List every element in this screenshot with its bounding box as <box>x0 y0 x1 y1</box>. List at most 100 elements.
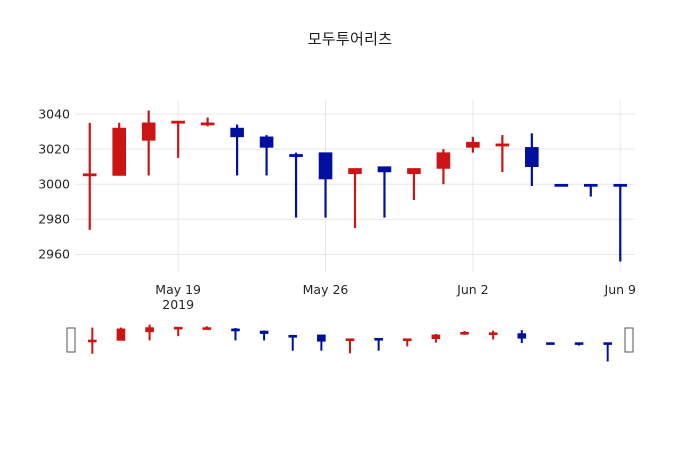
candlestick[interactable] <box>145 324 154 341</box>
candlestick[interactable] <box>289 152 303 218</box>
candlestick[interactable] <box>402 338 412 347</box>
candle-body <box>88 339 97 343</box>
y-tick-label: 2980 <box>38 211 70 227</box>
candlestick[interactable] <box>488 330 498 340</box>
candle-body <box>112 127 127 176</box>
candle-body <box>116 328 126 341</box>
candlestick[interactable] <box>112 122 127 176</box>
candle-body <box>374 337 383 341</box>
candlestick[interactable] <box>583 183 598 197</box>
candlestick[interactable] <box>348 168 362 229</box>
candle-body <box>145 327 154 333</box>
candlestick[interactable] <box>460 331 469 335</box>
candlestick[interactable] <box>603 342 612 362</box>
candle-body <box>603 342 612 345</box>
x-tick-label: Jun 9 <box>605 282 636 297</box>
candlestick[interactable] <box>82 122 97 230</box>
x-tick-label: May 26 <box>303 282 349 297</box>
x-tick-label: May 19 2019 <box>155 282 201 312</box>
x-tick-label-year: 2019 <box>162 297 195 312</box>
candlestick[interactable] <box>317 334 326 351</box>
range-end-handle[interactable] <box>624 327 634 353</box>
candle-body <box>141 122 156 141</box>
candle-body <box>173 326 183 330</box>
candle-body <box>460 331 469 335</box>
candlestick[interactable] <box>200 117 215 127</box>
candle-body <box>488 332 498 336</box>
candle-body <box>546 342 555 345</box>
candlestick[interactable] <box>377 166 392 218</box>
candle-body <box>202 327 212 330</box>
candle-body <box>259 136 274 148</box>
candle-body <box>407 168 421 175</box>
y-tick-label: 3000 <box>38 176 70 192</box>
candle-body <box>613 183 628 187</box>
range-handle-grip <box>66 327 76 353</box>
candle-body <box>289 154 303 157</box>
range-selector[interactable] <box>65 322 635 364</box>
x-tick-label: Jun 2 <box>457 282 488 297</box>
candlestick[interactable] <box>231 328 240 341</box>
candlestick[interactable] <box>345 338 355 354</box>
candle-body <box>171 120 185 124</box>
candle-body <box>200 122 215 126</box>
candlestick[interactable] <box>517 330 527 343</box>
candle-body <box>402 338 412 342</box>
candlestick[interactable] <box>171 120 185 158</box>
candlestick[interactable] <box>574 342 584 346</box>
candlestick[interactable] <box>374 337 383 351</box>
page-title: 모두투어리츠 <box>307 30 393 48</box>
candle-body <box>345 338 355 342</box>
x-tick-label-primary: Jun 9 <box>604 282 636 297</box>
candle-body <box>231 328 240 332</box>
candlestick[interactable] <box>116 327 126 341</box>
candlestick[interactable] <box>466 136 480 153</box>
candle-body <box>574 342 584 345</box>
range-start-handle[interactable] <box>66 327 76 353</box>
candle-body <box>495 143 510 147</box>
candlestick[interactable] <box>436 149 451 185</box>
candlestick[interactable] <box>202 326 212 330</box>
candle-body <box>554 183 569 187</box>
candlestick[interactable] <box>173 326 183 337</box>
y-axis: 2960 2980 3000 3020 3040 <box>0 100 70 272</box>
x-tick-label-primary: May 26 <box>302 282 349 297</box>
range-selector-svg <box>66 324 634 362</box>
candlestick[interactable] <box>554 183 569 187</box>
candle-body <box>436 152 451 169</box>
main-plot-svg <box>75 100 635 272</box>
y-tick-label: 3020 <box>38 141 70 157</box>
candlestick[interactable] <box>141 110 156 176</box>
candlestick[interactable] <box>546 342 555 345</box>
y-tick-label: 2960 <box>38 246 70 262</box>
range-handle-grip <box>624 327 634 353</box>
candle-body <box>259 330 269 334</box>
x-tick-label-primary: Jun 2 <box>457 282 489 297</box>
candle-body <box>583 183 598 187</box>
candlestick[interactable] <box>259 135 274 176</box>
candle-body <box>431 334 441 340</box>
candlestick[interactable] <box>230 124 244 176</box>
candle-body <box>517 333 527 339</box>
candle-body <box>348 168 362 175</box>
candle-body <box>288 334 298 338</box>
candle-body <box>525 147 539 167</box>
candlestick[interactable] <box>88 327 97 354</box>
x-tick-label-primary: May 19 <box>155 282 202 297</box>
candlestick[interactable] <box>431 334 441 343</box>
candle-body <box>82 173 97 177</box>
y-tick-label: 3040 <box>38 106 70 122</box>
candle-body <box>466 141 480 148</box>
candlestick[interactable] <box>613 183 628 262</box>
candlestick[interactable] <box>495 135 510 172</box>
x-axis: May 19 2019 May 26 Jun 2 Jun 9 <box>75 276 636 314</box>
main-price-plot[interactable] <box>75 100 635 272</box>
candlestick[interactable] <box>288 334 298 351</box>
candle-body <box>230 127 244 138</box>
candlestick[interactable] <box>259 330 269 341</box>
candlestick[interactable] <box>318 152 333 218</box>
candle-body <box>318 152 333 180</box>
candlestick[interactable] <box>525 133 539 186</box>
candlestick[interactable] <box>407 168 421 201</box>
